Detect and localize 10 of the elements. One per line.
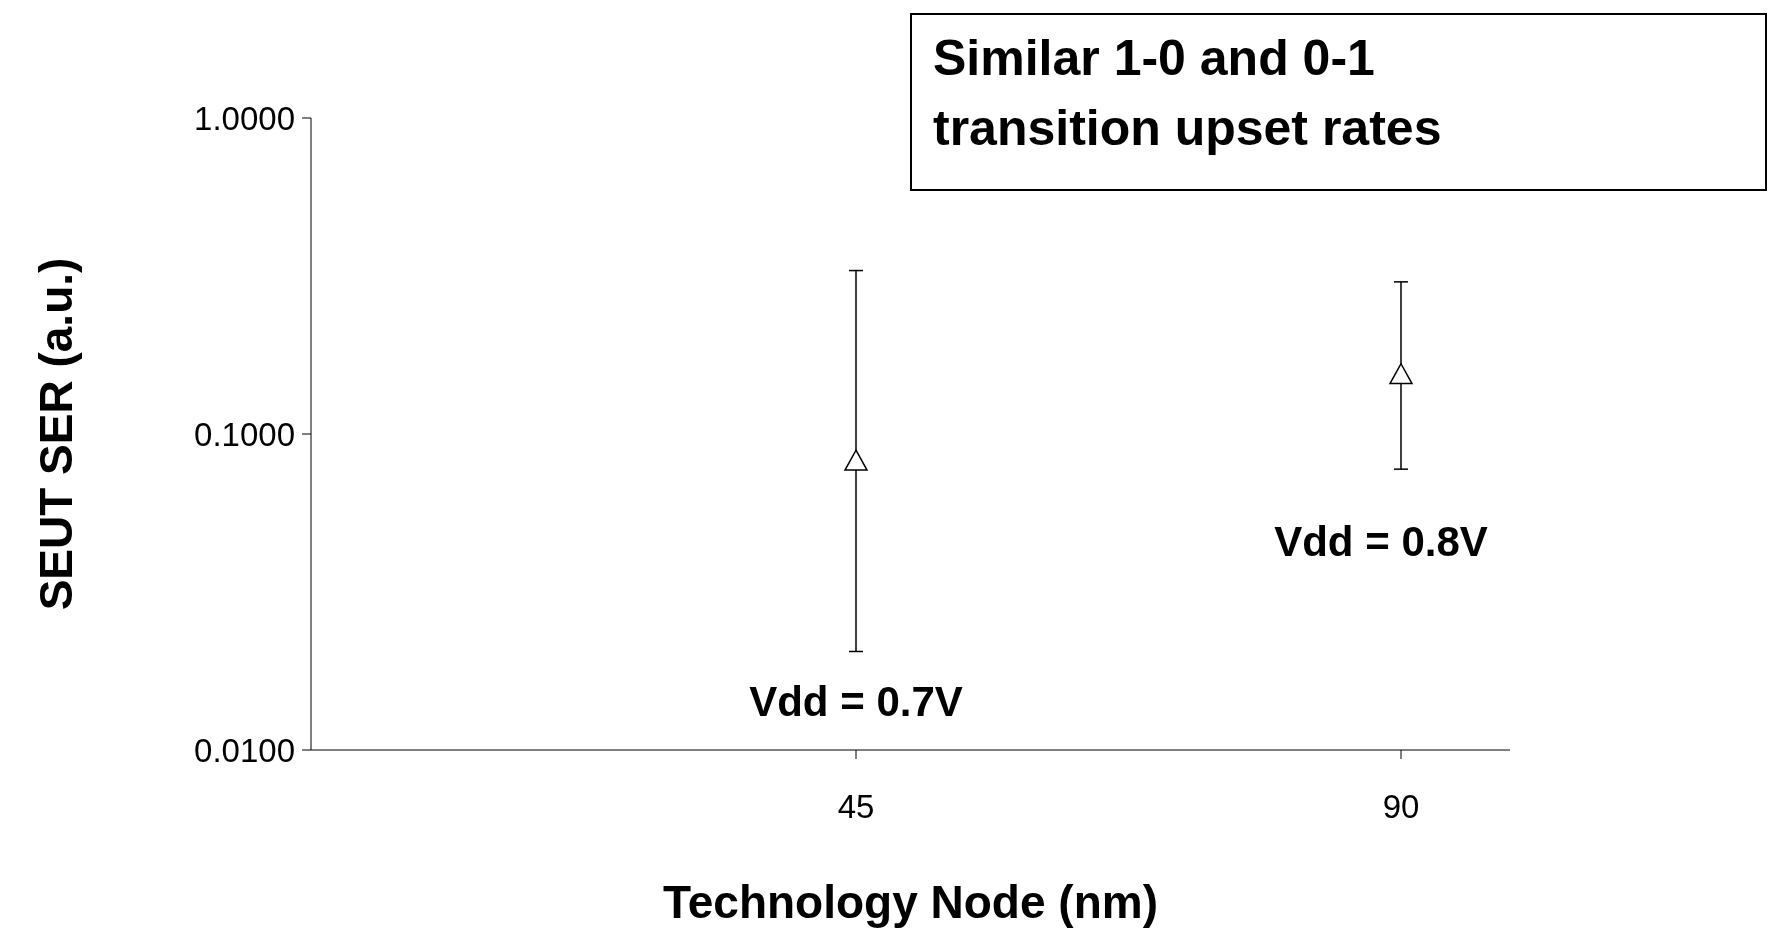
annotation: Vdd = 0.7V bbox=[749, 678, 963, 726]
x-tick-label: 90 bbox=[1382, 788, 1420, 825]
y-tick-label: 1.0000 bbox=[194, 99, 295, 137]
annotation: Similar 1-0 and 0-1 transition upset rates bbox=[933, 30, 1442, 156]
y-tick-label: 0.1000 bbox=[194, 415, 295, 453]
x-axis-title: Technology Node (nm) bbox=[663, 876, 1158, 928]
x-tick-label: 45 bbox=[837, 788, 875, 825]
annotation: Vdd = 0.8V bbox=[1274, 517, 1488, 565]
y-axis-title: SEUT SER (a.u.) bbox=[30, 257, 82, 611]
y-tick-label: 0.0100 bbox=[194, 731, 295, 769]
